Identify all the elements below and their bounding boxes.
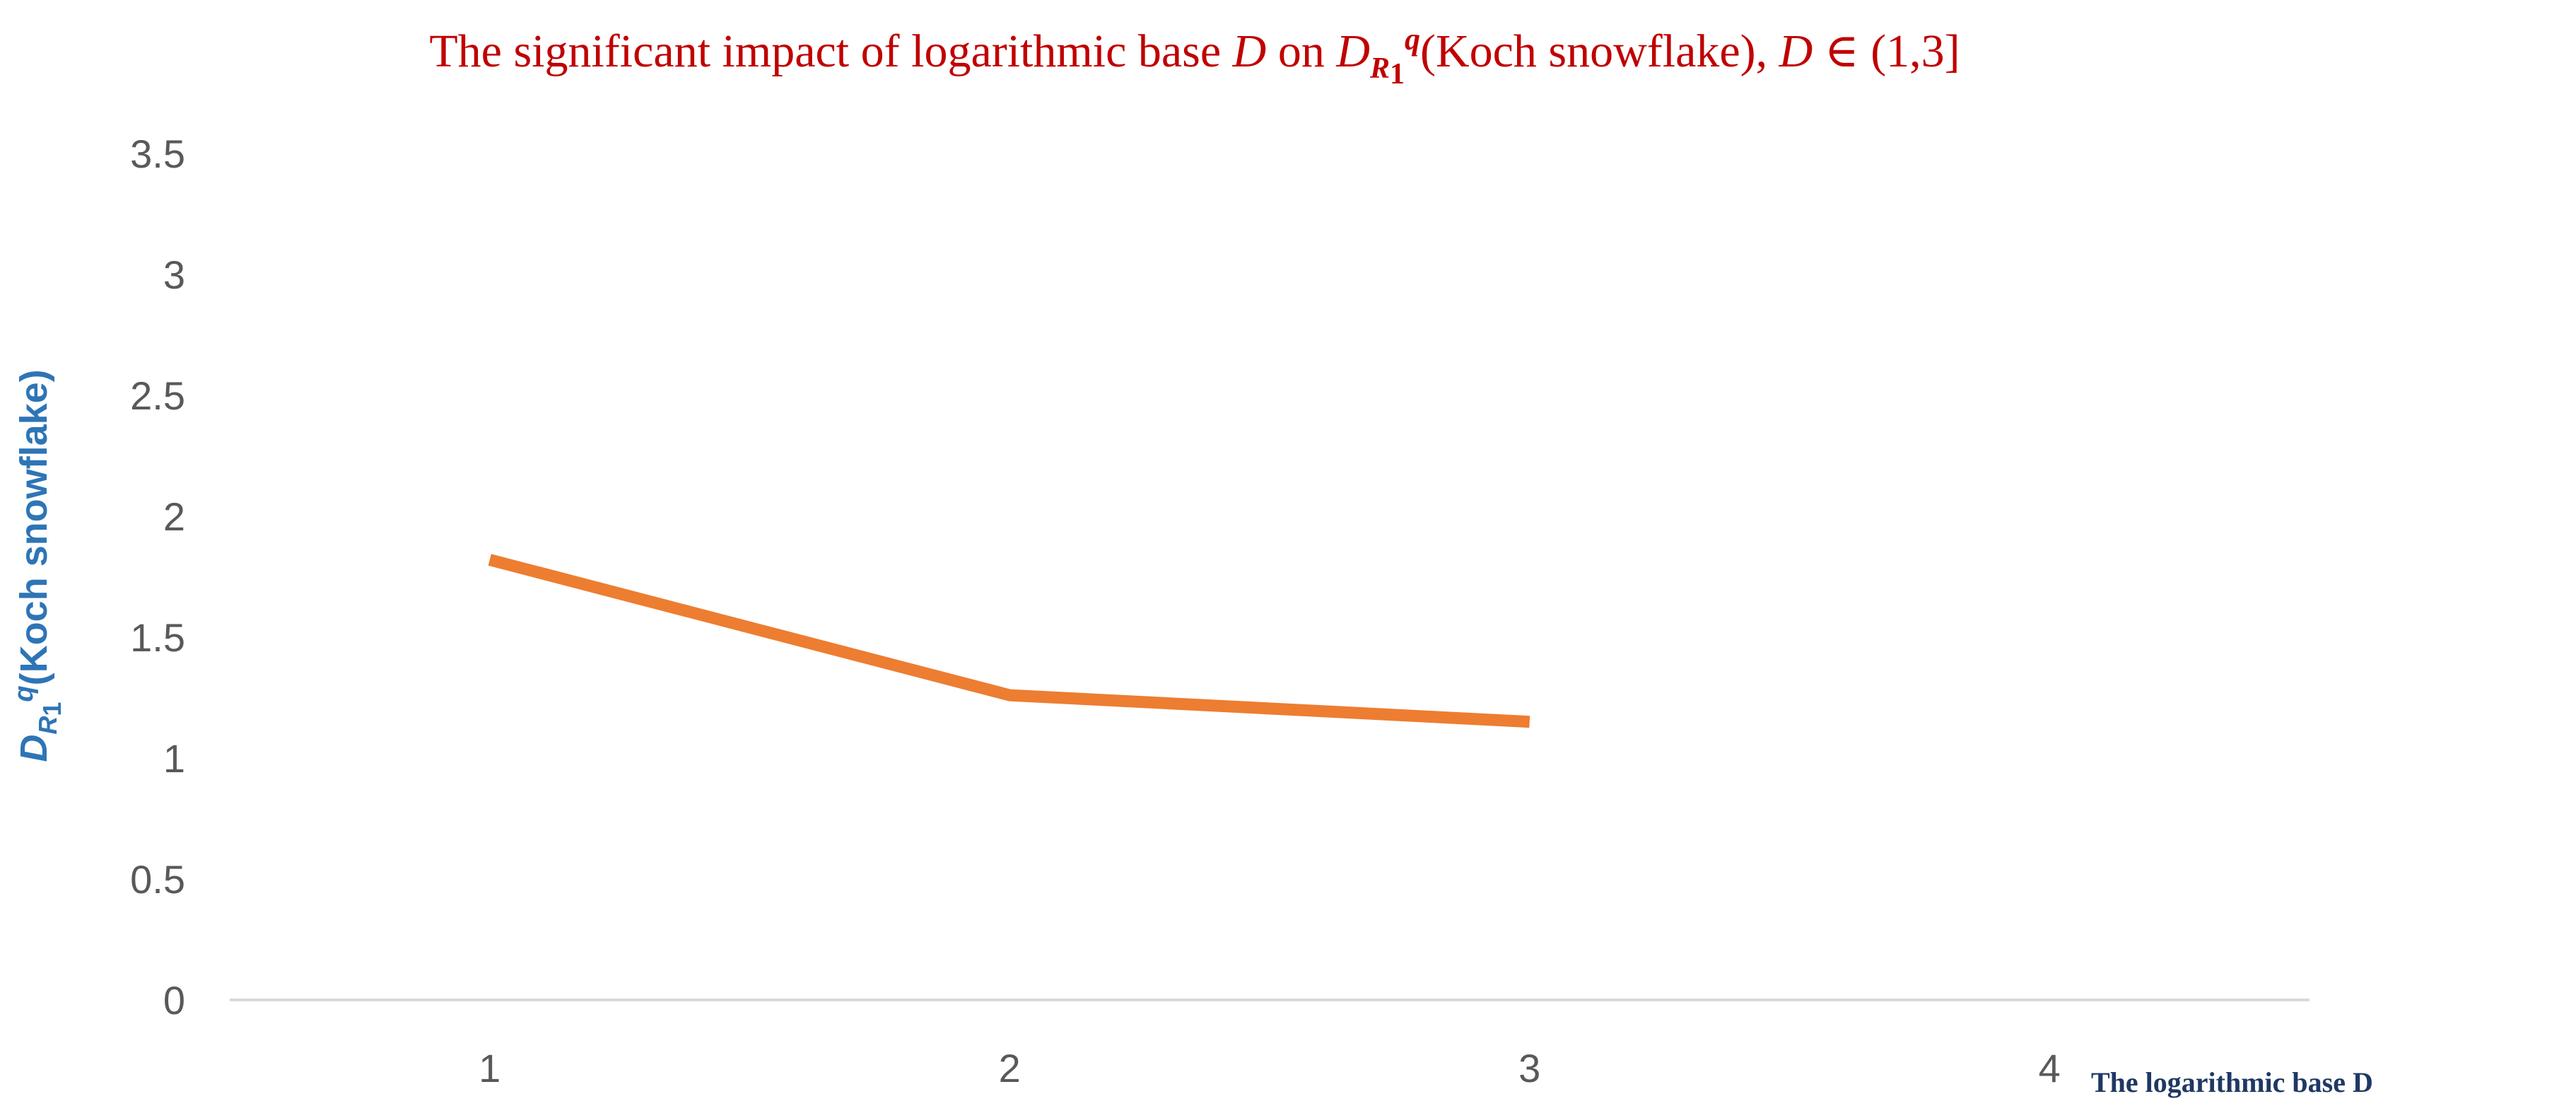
title-part4: ∈ (1,3] <box>1813 25 1960 77</box>
title-subscript-index: 1 <box>1390 58 1405 91</box>
ylabel-var: D <box>13 735 55 762</box>
title-part1: The significant impact of logarithmic ba… <box>429 25 1232 77</box>
x-tick-label-2: 3 <box>1518 1046 1540 1090</box>
title-part2: on <box>1266 25 1336 77</box>
y-tick-label-0: 0 <box>163 978 185 1023</box>
y-tick-label-2: 1 <box>163 736 185 781</box>
y-axis-title: DR1q(Koch snowflake) <box>9 369 66 762</box>
y-axis-label: DR1q(Koch snowflake) <box>9 369 66 762</box>
ylabel-subscript-index: 1 <box>37 702 66 716</box>
title-var1: D <box>1232 25 1267 77</box>
title-part3: (Koch snowflake), <box>1420 25 1779 77</box>
y-tick-label-3: 1.5 <box>130 615 185 660</box>
y-tick-label-4: 2 <box>163 494 185 539</box>
x-tick-label-3: 4 <box>2039 1046 2061 1090</box>
y-tick-label-1: 0.5 <box>130 857 185 902</box>
plot-area: 0 0.5 1 1.5 2 2.5 3 3.5 1 2 3 4 <box>130 132 2309 1090</box>
ylabel-text: (Koch snowflake) <box>13 369 55 685</box>
ylabel-subscript-var: R <box>33 716 62 735</box>
title-var2: D <box>1335 25 1370 77</box>
x-tick-label-0: 1 <box>479 1046 500 1090</box>
title-subscript-var: R <box>1369 52 1390 85</box>
title-superscript: q <box>1405 22 1420 57</box>
y-tick-label-5: 2.5 <box>130 373 185 418</box>
y-tick-label-6: 3 <box>163 252 185 297</box>
title-var3: D <box>1779 25 1813 77</box>
x-tick-label-1: 2 <box>999 1046 1021 1090</box>
series-line-0 <box>488 554 1530 728</box>
chart-title: The significant impact of logarithmic ba… <box>429 22 1960 91</box>
ylabel-superscript: q <box>9 685 39 702</box>
y-tick-label-7: 3.5 <box>130 132 185 176</box>
x-axis-title: The logarithmic base D <box>2091 1066 2373 1098</box>
